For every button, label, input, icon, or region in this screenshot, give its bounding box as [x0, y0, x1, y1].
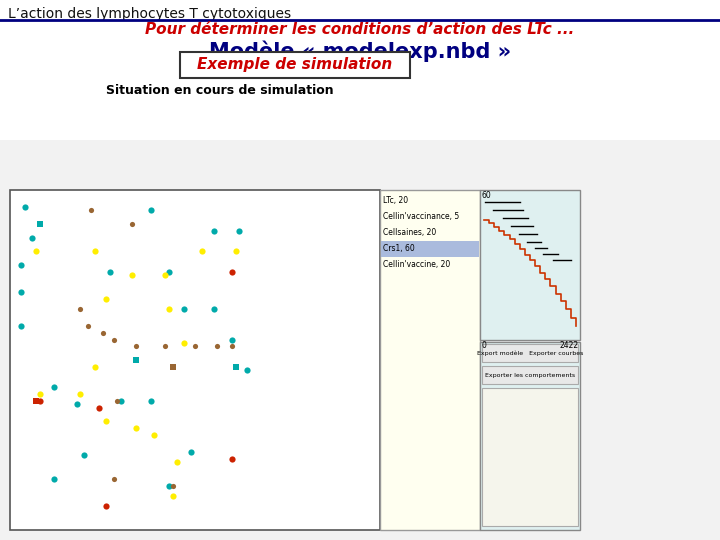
Bar — [0, 20, 720, 140]
Point — [241, 366, 253, 375]
Text: Cellin'vaccinance, 5: Cellin'vaccinance, 5 — [383, 212, 459, 221]
Point — [197, 247, 208, 255]
Point — [163, 305, 175, 313]
Point — [126, 220, 138, 228]
Point — [178, 305, 189, 313]
Point — [178, 339, 189, 347]
Point — [108, 335, 120, 344]
Bar — [482, 344, 578, 362]
Point — [167, 362, 179, 371]
Text: 0: 0 — [482, 341, 487, 350]
Bar — [180, 52, 410, 78]
Point — [145, 206, 156, 215]
Point — [226, 342, 238, 350]
Point — [108, 475, 120, 483]
Point — [34, 390, 45, 399]
Point — [160, 342, 171, 350]
Text: 60: 60 — [482, 191, 492, 200]
Point — [130, 356, 142, 364]
Point — [49, 383, 60, 391]
Point — [101, 294, 112, 303]
Point — [75, 305, 86, 313]
Point — [34, 396, 45, 405]
Point — [15, 322, 27, 330]
Point — [208, 226, 220, 235]
Point — [86, 206, 97, 215]
Point — [30, 396, 42, 405]
Point — [27, 233, 38, 242]
Text: Crs1, 60: Crs1, 60 — [383, 244, 415, 253]
Point — [226, 267, 238, 276]
Point — [89, 247, 101, 255]
Text: Pour déterminer les conditions d’action des LTc ...: Pour déterminer les conditions d’action … — [145, 22, 575, 37]
Point — [34, 220, 45, 228]
Bar — [482, 388, 578, 526]
Point — [208, 305, 220, 313]
Point — [96, 328, 108, 337]
Point — [30, 247, 42, 255]
Point — [163, 267, 175, 276]
Bar — [380, 190, 480, 530]
Point — [230, 362, 241, 371]
Text: Modèle « modelexp.nbd »: Modèle « modelexp.nbd » — [209, 40, 511, 62]
Text: L’action des lymphocytes T cytotoxiques: L’action des lymphocytes T cytotoxiques — [8, 7, 291, 21]
Point — [148, 430, 160, 439]
Point — [167, 482, 179, 490]
Point — [101, 417, 112, 426]
Text: Situation en cours de simulation: Situation en cours de simulation — [106, 84, 334, 97]
Point — [171, 458, 182, 467]
Text: Cellin'vaccine, 20: Cellin'vaccine, 20 — [383, 260, 450, 269]
Point — [101, 502, 112, 510]
Point — [230, 247, 241, 255]
Point — [130, 424, 142, 433]
Bar — [480, 190, 580, 340]
Point — [167, 492, 179, 501]
Point — [112, 396, 123, 405]
Bar — [480, 342, 580, 530]
Point — [189, 342, 201, 350]
Point — [186, 448, 197, 456]
Point — [160, 271, 171, 279]
Text: 2422: 2422 — [560, 341, 579, 350]
Point — [130, 342, 142, 350]
Text: Export modèle   Exporter courbes: Export modèle Exporter courbes — [477, 350, 583, 356]
Point — [15, 288, 27, 296]
Text: LTc, 20: LTc, 20 — [383, 196, 408, 205]
Text: Exemple de simulation: Exemple de simulation — [197, 57, 392, 72]
Bar — [381, 241, 479, 257]
Point — [145, 396, 156, 405]
Point — [163, 482, 175, 490]
Point — [212, 342, 223, 350]
Point — [126, 271, 138, 279]
Text: Cellsaines, 20: Cellsaines, 20 — [383, 228, 436, 237]
Point — [15, 260, 27, 269]
Text: Exporter les comportements: Exporter les comportements — [485, 373, 575, 377]
Point — [226, 454, 238, 463]
Bar — [0, 0, 720, 50]
Bar — [482, 366, 578, 384]
Point — [19, 202, 30, 211]
Point — [115, 396, 127, 405]
Point — [93, 403, 104, 412]
Point — [82, 322, 94, 330]
Point — [71, 400, 82, 409]
Point — [78, 451, 90, 460]
Point — [89, 362, 101, 371]
Point — [233, 226, 245, 235]
Point — [49, 475, 60, 483]
Bar — [10, 190, 380, 530]
Point — [226, 335, 238, 344]
Point — [75, 390, 86, 399]
Point — [104, 267, 116, 276]
